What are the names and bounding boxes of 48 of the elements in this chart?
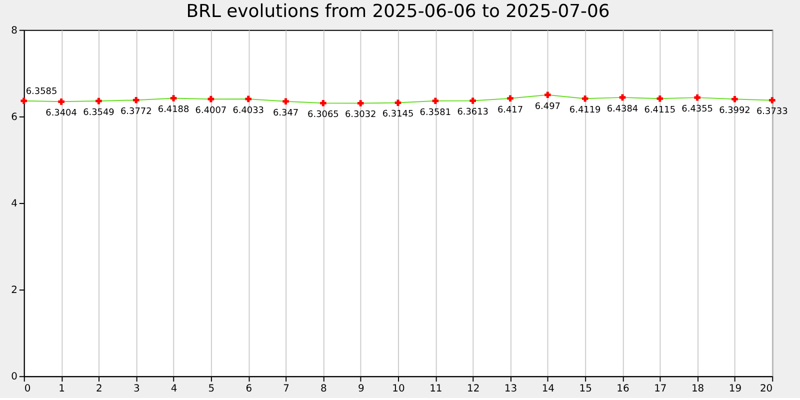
data-label: 6.4119 xyxy=(569,106,602,116)
x-tick-label: 9 xyxy=(358,384,364,395)
x-tick-label: 17 xyxy=(654,384,667,395)
x-tick-label: 8 xyxy=(320,384,327,395)
x-tick-label: 1 xyxy=(58,384,65,395)
x-tick-label: 13 xyxy=(504,384,518,395)
x-tick-label: 7 xyxy=(283,384,290,395)
x-tick-label: 10 xyxy=(392,384,405,395)
x-tick-label: 19 xyxy=(728,384,742,395)
x-tick-label: 14 xyxy=(542,384,554,395)
x-tick-label: 5 xyxy=(208,384,215,395)
data-label: 6.347 xyxy=(272,108,299,118)
x-tick-label: 20 xyxy=(760,384,773,395)
data-label: 6.3145 xyxy=(382,110,414,120)
x-tick-label: 4 xyxy=(170,384,178,395)
x-tick-label: 15 xyxy=(579,384,592,395)
x-tick-label: 11 xyxy=(430,384,442,395)
x-tick-label: 16 xyxy=(616,384,630,395)
data-label: 6.4188 xyxy=(158,105,190,116)
x-tick-label: 0 xyxy=(24,384,31,395)
data-label: 6.3992 xyxy=(719,106,750,116)
x-tick-label: 6 xyxy=(246,384,252,395)
x-tick-label: 2 xyxy=(96,384,102,395)
x-tick-label: 3 xyxy=(133,384,140,395)
data-label: 6.4355 xyxy=(682,104,713,114)
data-label: 6.3772 xyxy=(120,107,152,118)
data-label: 6.4115 xyxy=(644,106,676,116)
chart-title: BRL evolutions from 2025-06-06 to 2025-07-06 xyxy=(186,0,610,22)
data-label: 6.3733 xyxy=(756,107,788,118)
data-label: 6.3549 xyxy=(83,108,115,118)
data-label: 6.4384 xyxy=(606,104,638,114)
data-label: 6.417 xyxy=(497,105,524,116)
y-tick-label: 4 xyxy=(11,198,18,210)
data-label: 6.3613 xyxy=(457,108,488,118)
data-label: 6.3032 xyxy=(344,110,376,120)
y-tick-label: 0 xyxy=(11,372,18,383)
data-label: 6.4033 xyxy=(232,106,264,116)
data-label: 6.3065 xyxy=(308,110,339,120)
y-tick-label: 2 xyxy=(11,285,18,296)
data-label: 6.3404 xyxy=(46,108,78,119)
y-tick-label: 8 xyxy=(11,25,18,36)
data-label: 6.3585 xyxy=(26,86,58,97)
y-tick-label: 6 xyxy=(11,112,18,123)
x-tick-label: 12 xyxy=(467,384,480,395)
x-tick-label: 18 xyxy=(691,384,704,395)
data-label: 6.3581 xyxy=(420,108,452,118)
data-label: 6.497 xyxy=(534,102,560,112)
data-label: 6.4007 xyxy=(195,106,227,116)
